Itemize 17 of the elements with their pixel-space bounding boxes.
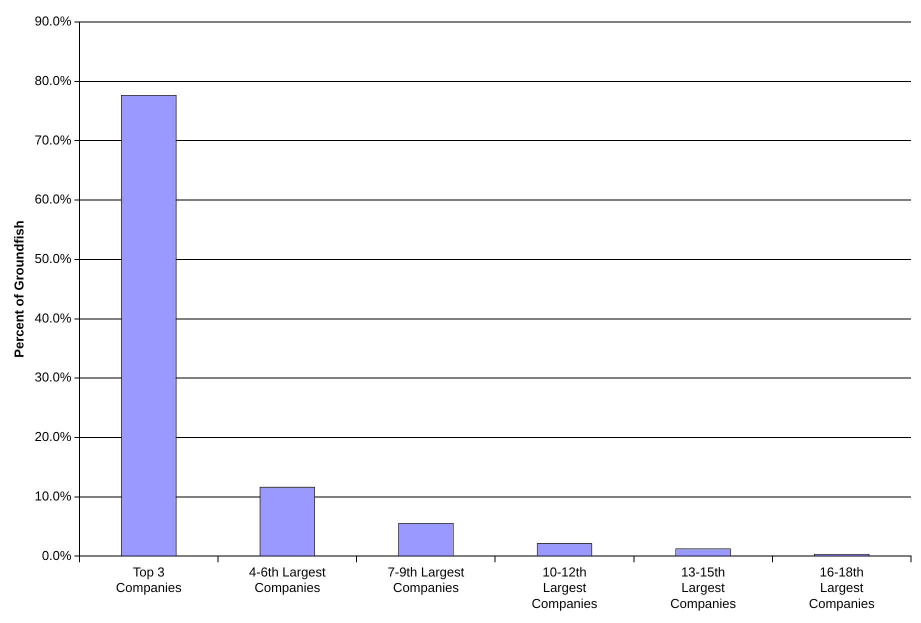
x-tick-label: Top 3 Companies <box>116 564 182 596</box>
x-tick-label: 16-18th Largest Companies <box>808 564 876 611</box>
y-tick-label: 20.0% <box>34 429 72 444</box>
x-tick-label: 7-9th Largest Companies <box>388 564 465 596</box>
y-axis-title: Percent of Groundfish <box>11 220 26 358</box>
y-tick-label: 80.0% <box>34 72 72 88</box>
x-tick-label: 13-15th Largest Companies <box>670 564 736 611</box>
y-tick-label: 60.0% <box>34 192 72 207</box>
y-tick-label: 10.0% <box>34 488 72 504</box>
y-tick-label: 40.0% <box>34 310 72 326</box>
x-tick-label: 4-6th Largest Companies <box>249 564 326 596</box>
y-tick-label: 0.0% <box>42 548 72 563</box>
y-tick-label: 30.0% <box>34 370 72 385</box>
x-tick-label: 10-12th Largest Companies <box>532 564 598 611</box>
y-tick-label: 50.0% <box>34 251 72 266</box>
y-tick-label: 90.0% <box>34 14 72 29</box>
y-tick-label: 70.0% <box>34 132 72 148</box>
